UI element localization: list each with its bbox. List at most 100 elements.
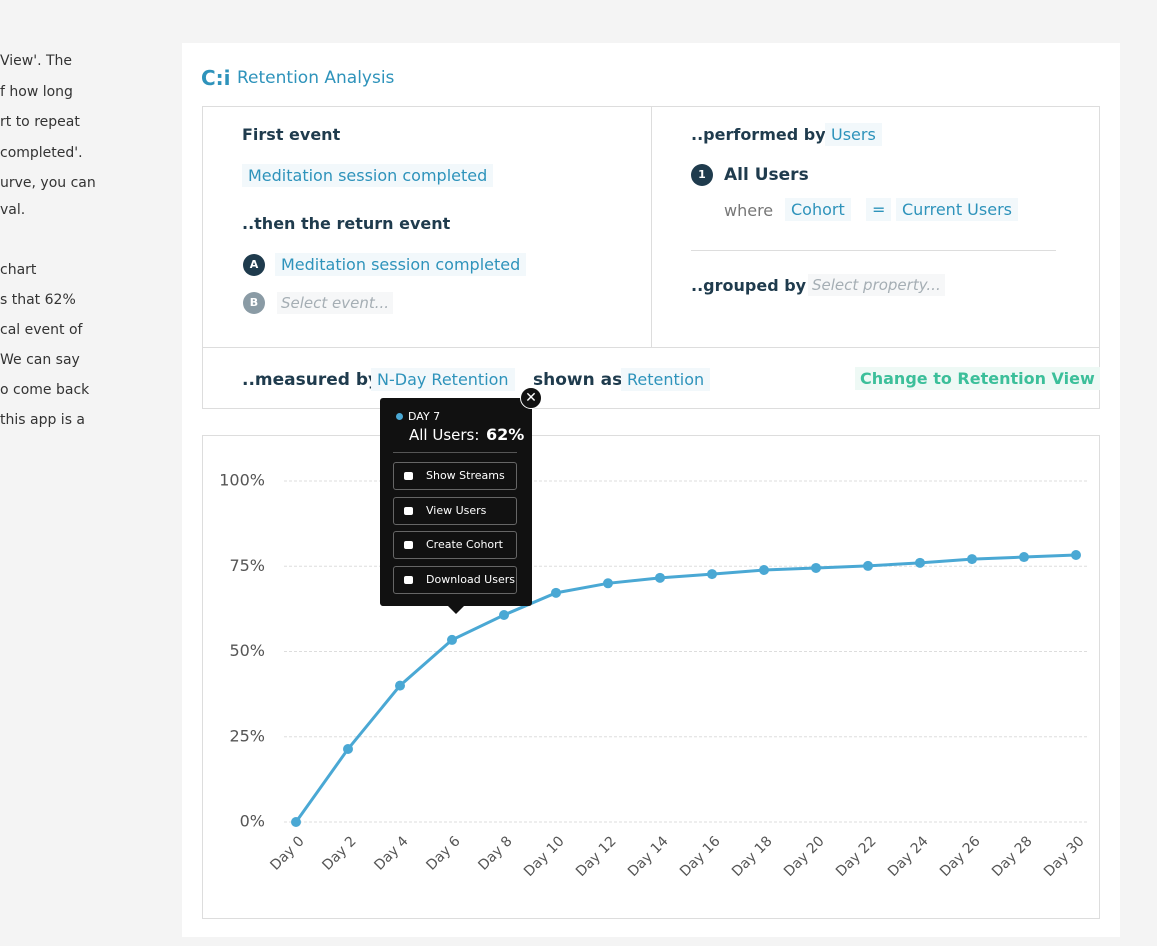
where: where: [724, 201, 774, 220]
icon: [404, 541, 413, 549]
side-line: rt to repeat: [0, 114, 80, 130]
side-line: cal event of: [0, 322, 83, 338]
y-tick-label: 100%: [219, 471, 265, 490]
op[interactable]: =: [866, 198, 892, 221]
button-label: Create Cohort: [426, 538, 503, 551]
property-placeholder[interactable]: Select property...: [808, 274, 945, 296]
x-tick-label: Day 14: [625, 833, 672, 880]
arrow: [446, 604, 466, 614]
x-tick-label: Day 0: [267, 833, 307, 873]
divider: [691, 250, 1056, 251]
x-tick-label: Day 10: [521, 833, 568, 880]
side-line: We can say: [0, 352, 80, 368]
label: ..measured by: [242, 370, 380, 390]
x-tick-label: Day 8: [475, 833, 515, 873]
close[interactable]: ✕: [520, 387, 542, 409]
label: shown as: [533, 370, 623, 390]
point: [1019, 552, 1029, 563]
dot: [396, 413, 403, 420]
side-line: completed'.: [0, 145, 83, 161]
badge: A: [243, 254, 265, 276]
group: All Users: [724, 165, 809, 185]
badge: 1: [691, 164, 713, 186]
side-line: chart: [0, 262, 37, 278]
button-label: View Users: [426, 503, 487, 517]
tooltip-value: 62%: [486, 425, 525, 444]
divider: [202, 347, 1100, 348]
shown[interactable]: Retention: [621, 368, 711, 391]
measure[interactable]: N-Day Retention: [371, 368, 515, 391]
badge: B: [243, 292, 265, 314]
point: [395, 680, 405, 691]
point: [343, 744, 353, 755]
side-line: f how long: [0, 84, 73, 100]
point: [707, 569, 717, 580]
point: [811, 562, 821, 573]
x-tick-label: Day 30: [1041, 833, 1088, 880]
tooltip: DAY 7 All Users: 62% Show Streams View Us…: [380, 398, 532, 614]
event[interactable]: Meditation session completed: [275, 253, 527, 276]
point: [655, 572, 665, 583]
x-tick-label: Day 26: [937, 833, 984, 880]
point: [967, 554, 977, 565]
point: [447, 634, 457, 645]
side-line: s that 62%: [0, 292, 76, 308]
x-tick-label: Day 20: [781, 833, 828, 880]
point: [551, 587, 561, 598]
x-tick-label: Day 2: [319, 833, 359, 873]
y-tick-label: 0%: [240, 812, 265, 831]
point: [499, 610, 509, 621]
button-label: Download Users: [426, 572, 515, 586]
event-placeholder[interactable]: Select event...: [277, 292, 394, 314]
point: [1071, 549, 1081, 560]
tooltip-button[interactable]: Create Cohort: [393, 531, 517, 559]
label: ..performed by: [691, 125, 826, 144]
x-tick-label: Day 18: [729, 833, 776, 880]
side-line: val.: [0, 202, 26, 218]
tooltip-button[interactable]: Show Streams: [393, 462, 517, 490]
y-tick-label: 25%: [229, 726, 265, 745]
divider: [393, 452, 517, 453]
point: [291, 817, 301, 827]
y-tick-label: 50%: [229, 641, 265, 660]
icon: [404, 575, 413, 584]
side-line: this app is a: [0, 412, 86, 428]
label: ..grouped by: [691, 276, 807, 295]
icon: [404, 472, 413, 480]
x-tick-label: Day 12: [573, 833, 620, 880]
x-tick-label: Day 16: [677, 833, 724, 880]
x-tick-label: Day 6: [423, 833, 463, 873]
tooltip-day: DAY 7: [408, 410, 441, 423]
side-line: o come back: [0, 382, 90, 398]
panel-title: Retention Analysis: [237, 68, 395, 88]
field[interactable]: Cohort: [785, 198, 851, 221]
operand[interactable]: Current Users: [896, 198, 1018, 221]
users[interactable]: Users: [825, 123, 882, 146]
button-label: Show Streams: [426, 469, 505, 482]
chart-box: [202, 435, 1100, 919]
tooltip-button[interactable]: View Users: [393, 496, 517, 525]
point: [863, 560, 873, 571]
event[interactable]: Meditation session completed: [242, 164, 494, 187]
y-tick-label: 75%: [229, 556, 265, 575]
x-tick-label: Day 24: [885, 833, 932, 880]
point: [603, 578, 613, 589]
side-line: urve, you can: [0, 175, 96, 191]
tooltip-series: All Users:: [409, 426, 480, 444]
side-line: View'. The: [0, 53, 73, 69]
label: ..then the return event: [242, 214, 451, 233]
x-tick-label: Day 22: [833, 833, 880, 880]
x-tick-label: Day 28: [989, 833, 1036, 880]
label: First event: [242, 125, 341, 144]
icon: [404, 506, 413, 515]
divider: [651, 106, 652, 347]
tooltip-button[interactable]: Download Users: [393, 565, 517, 594]
point: [759, 565, 769, 576]
logo: C:i: [201, 66, 231, 90]
point: [915, 557, 925, 568]
series-line: [294, 553, 1077, 823]
x-tick-label: Day 4: [371, 833, 411, 873]
chart: 0% 25% 50% 75% 100% Day 0 Day 2 Day 4 Day 6 Day 8…: [219, 471, 1088, 880]
change-view[interactable]: Change to Retention View: [855, 367, 1100, 390]
